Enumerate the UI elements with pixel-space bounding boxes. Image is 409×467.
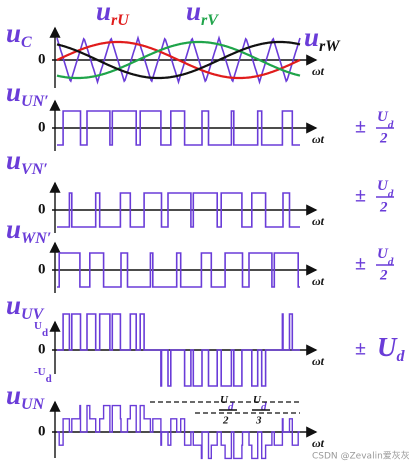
panel-label-sub: C: [21, 34, 32, 51]
reference-label: urW: [304, 22, 341, 54]
waveform: [57, 313, 300, 387]
axis-label: ωt: [312, 214, 325, 228]
axis-label: ωt: [312, 354, 325, 368]
level-numerator: Ud: [377, 178, 394, 199]
panel-label: uUN′: [6, 77, 49, 109]
annotation-numerator: Ud: [220, 394, 234, 413]
level-numerator-main: U: [377, 109, 389, 125]
level-value-sub: d: [397, 348, 406, 365]
top-label: Ud: [34, 320, 48, 339]
panel-label-sub: VN′: [21, 161, 48, 178]
zero-label: 0: [38, 423, 46, 439]
level-value-main: U: [377, 332, 398, 362]
annotation-numerator: Ud: [253, 394, 267, 413]
level-sign: ±: [355, 338, 366, 360]
reference-label-main: u: [304, 22, 319, 52]
panel-label-main: u: [6, 380, 21, 410]
top-label-sub: d: [42, 327, 48, 339]
reference-label-sub: rW: [319, 38, 341, 55]
level-numerator-sub: d: [388, 119, 394, 131]
level-numerator-main: U: [377, 246, 389, 262]
panel-label-sub: UN: [21, 396, 46, 413]
level-value: Ud: [377, 332, 406, 364]
zero-label: 0: [38, 119, 46, 135]
reference-label-sub: rU: [111, 12, 130, 29]
panel-label: uWN′: [6, 214, 51, 246]
waveform: [57, 404, 300, 460]
zero-label: 0: [38, 261, 46, 277]
panel-label-main: u: [6, 77, 21, 107]
panel-label-sub: UN′: [21, 93, 49, 110]
level-sign: ±: [355, 253, 366, 275]
annotation-numerator-main: U: [220, 394, 229, 406]
level-numerator: Ud: [377, 246, 394, 267]
panel-label-sub: UV: [21, 306, 45, 323]
level-numerator-sub: d: [388, 188, 394, 200]
level-sign: ±: [355, 185, 366, 207]
axis-label: ωt: [312, 132, 325, 146]
bottom-label-main: -U: [34, 366, 46, 378]
reference-wave: [56, 40, 301, 80]
axis-label: ωt: [312, 436, 325, 450]
annotation-denominator: 3: [255, 415, 262, 427]
axis-label: ωt: [312, 274, 325, 288]
annotation-numerator-sub: d: [228, 401, 234, 413]
reference-wave: [56, 40, 301, 80]
panel-label-main: u: [6, 290, 21, 320]
reference-wave: [56, 40, 301, 80]
top-label-main: U: [34, 320, 42, 332]
bottom-label: -Ud: [34, 366, 52, 385]
axis-label: ωt: [312, 64, 325, 78]
level-denominator: 2: [379, 199, 388, 215]
panel-label: uUV: [6, 290, 45, 322]
panel-label: uC: [6, 18, 32, 50]
reference-label-sub: rV: [201, 12, 219, 29]
annotation-denominator: 2: [222, 415, 229, 427]
level-denominator: 2: [379, 267, 388, 283]
waveform: [57, 192, 300, 228]
panel-label-main: u: [6, 214, 21, 244]
level-numerator: Ud: [377, 109, 394, 130]
carrier: [56, 35, 301, 85]
level-sign: ±: [355, 116, 366, 138]
annotation-numerator-main: U: [253, 394, 262, 406]
reference-label-main: u: [96, 0, 111, 26]
level-denominator: 2: [379, 130, 388, 146]
level-numerator-main: U: [377, 178, 389, 194]
reference-label-main: u: [186, 0, 201, 26]
reference-label: urV: [186, 0, 219, 29]
waveform: [57, 110, 300, 146]
watermark: CSDN @Zevalin爱灰灰: [312, 450, 409, 462]
panel-label: uUN: [6, 380, 46, 412]
zero-label: 0: [38, 201, 46, 217]
panel-label-sub: WN′: [21, 230, 51, 247]
zero-label: 0: [38, 51, 46, 67]
level-numerator-sub: d: [388, 256, 394, 268]
panel-label-main: u: [6, 145, 21, 175]
bottom-label-sub: d: [46, 373, 52, 385]
reference-label: urU: [96, 0, 130, 29]
panel-label-main: u: [6, 18, 21, 48]
annotation-numerator-sub: d: [261, 401, 267, 413]
waveform: [57, 252, 300, 288]
panel-label: uVN′: [6, 145, 48, 177]
zero-label: 0: [38, 341, 46, 357]
